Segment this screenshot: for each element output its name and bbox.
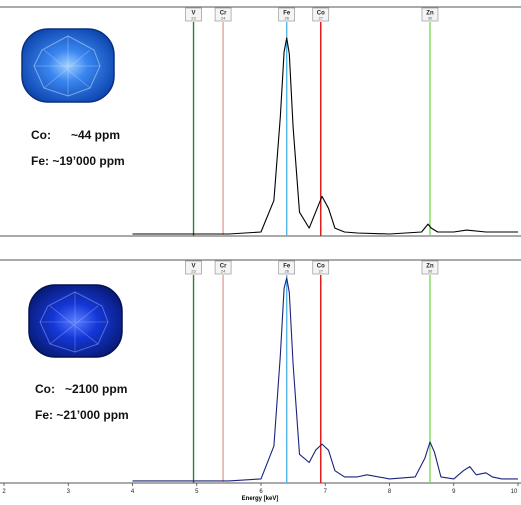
spectrum-line-0-0 (132, 37, 518, 235)
element-number-co: 27 (319, 269, 324, 274)
element-symbol-fe: Fe (283, 264, 291, 270)
element-number-cr: 24 (221, 269, 226, 274)
x-tick-label-5: 5 (195, 489, 199, 495)
x-tick-label-7: 7 (324, 489, 328, 495)
element-symbol-co: Co (317, 11, 325, 17)
element-symbol-zn: Zn (426, 264, 434, 270)
x-tick-label-10: 10 (511, 489, 518, 495)
x-tick-label-8: 8 (388, 489, 392, 495)
element-symbol-cr: Cr (220, 264, 227, 270)
element-number-zn: 30 (428, 16, 433, 21)
element-number-zn: 30 (428, 269, 433, 274)
x-tick-label-9: 9 (452, 489, 456, 495)
gem-light-blue-image (21, 28, 115, 103)
element-number-fe: 26 (284, 269, 289, 274)
x-tick-label-2: 2 (2, 489, 6, 495)
element-number-v: 23 (191, 269, 196, 274)
top-co-annotation: Co: ~44 ppm (31, 128, 121, 142)
x-axis-title: Energy [keV] (242, 496, 279, 502)
bottom-co-annotation: Co: ~2100 ppm (35, 382, 128, 396)
element-number-cr: 24 (221, 16, 226, 21)
element-number-co: 27 (319, 16, 324, 21)
element-tag-v: V23 (185, 7, 202, 22)
top-fe-annotation: Fe: ~19’000 ppm (31, 154, 125, 168)
bottom-fe-annotation: Fe: ~21’000 ppm (35, 408, 129, 422)
x-tick-label-3: 3 (67, 489, 71, 495)
x-tick-label-6: 6 (259, 489, 263, 495)
element-number-fe: 26 (284, 16, 289, 21)
element-symbol-co: Co (317, 264, 325, 270)
element-number-v: 23 (191, 16, 196, 21)
element-symbol-cr: Cr (220, 11, 227, 17)
element-symbol-zn: Zn (426, 11, 434, 17)
element-symbol-v: V (192, 264, 196, 270)
gem-dark-blue-image (28, 284, 123, 358)
spectrum-line-1-0 (132, 277, 518, 482)
x-tick-label-4: 4 (131, 489, 135, 495)
element-tag-v: V23 (185, 260, 202, 275)
element-symbol-v: V (192, 11, 196, 17)
element-symbol-fe: Fe (283, 11, 291, 17)
